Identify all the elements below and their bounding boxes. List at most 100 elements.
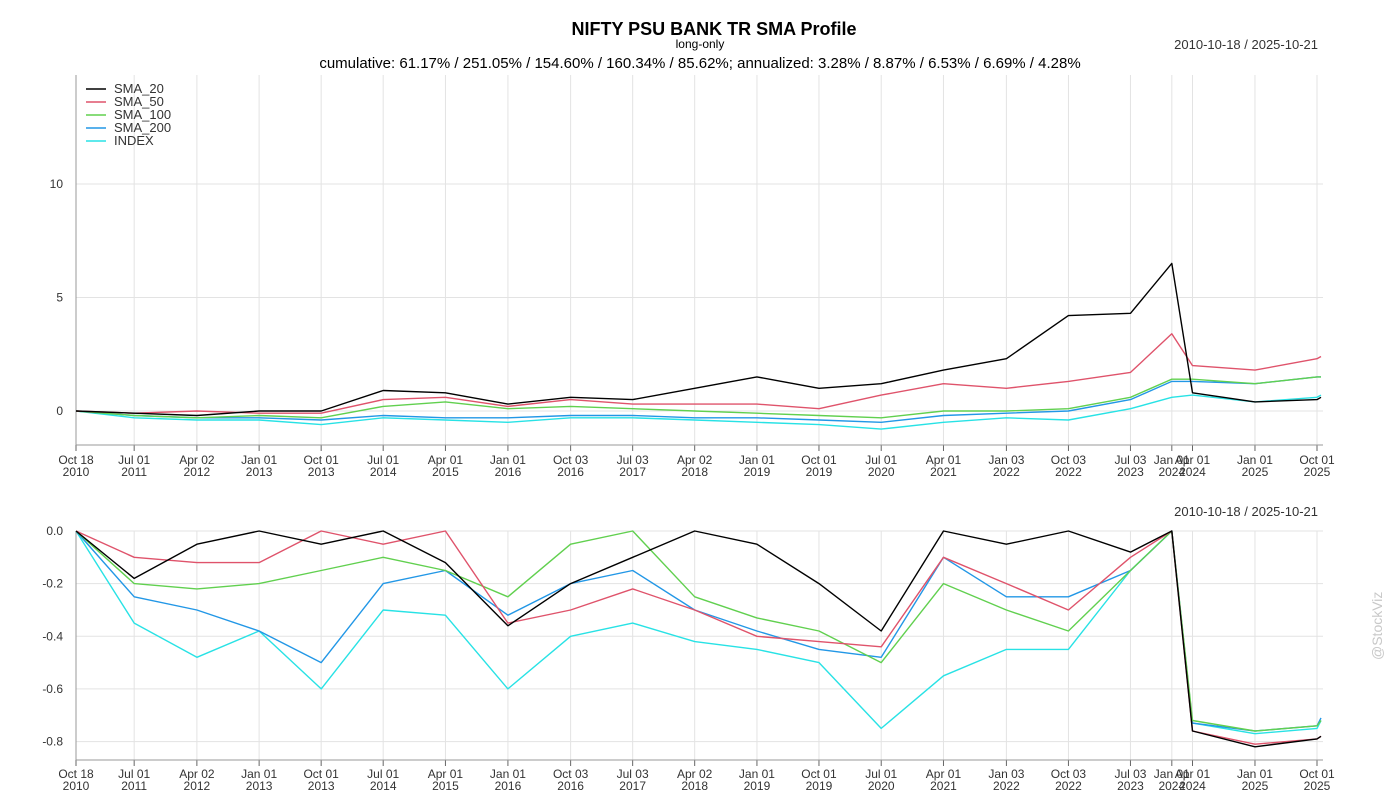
x-tick-label: Jan 01 xyxy=(1237,453,1273,467)
x-tick-year: 2025 xyxy=(1304,779,1331,793)
x-tick-label: Jul 03 xyxy=(1114,767,1146,781)
x-tick-label: Apr 01 xyxy=(428,767,464,781)
x-tick-label: Jul 01 xyxy=(367,767,399,781)
x-tick-year: 2018 xyxy=(681,465,708,479)
x-tick-year: 2016 xyxy=(495,465,522,479)
bottom-panel-date-range: 2010-10-18 / 2025-10-21 xyxy=(1174,504,1318,519)
x-tick-year: 2016 xyxy=(495,779,522,793)
x-tick-year: 2024 xyxy=(1179,465,1206,479)
y-tick-label: 10 xyxy=(50,177,64,191)
x-tick-label: Jan 01 xyxy=(1237,767,1273,781)
watermark: @StockViz xyxy=(1369,592,1385,660)
x-tick-label: Oct 01 xyxy=(1299,453,1335,467)
x-tick-label: Apr 02 xyxy=(179,453,215,467)
x-tick-label: Jan 01 xyxy=(739,453,775,467)
x-tick-label: Oct 18 xyxy=(58,767,94,781)
x-tick-year: 2023 xyxy=(1117,465,1144,479)
x-tick-year: 2021 xyxy=(930,465,957,479)
x-tick-label: Apr 01 xyxy=(1175,767,1211,781)
x-tick-year: 2011 xyxy=(121,465,147,479)
x-tick-label: Oct 01 xyxy=(801,453,837,467)
x-tick-year: 2013 xyxy=(246,465,273,479)
y-tick-label: 0 xyxy=(56,404,63,418)
x-tick-year: 2019 xyxy=(806,779,833,793)
x-tick-label: Jan 03 xyxy=(988,767,1024,781)
x-tick-label: Apr 01 xyxy=(926,767,962,781)
top-panel-date-range: 2010-10-18 / 2025-10-21 xyxy=(1174,37,1318,52)
x-tick-year: 2024 xyxy=(1158,465,1185,479)
chart-title: NIFTY PSU BANK TR SMA Profile xyxy=(571,19,856,39)
x-tick-label: Jul 01 xyxy=(865,453,897,467)
series-line-sma-20 xyxy=(75,262,1322,417)
x-tick-label: Oct 03 xyxy=(553,453,589,467)
x-tick-year: 2019 xyxy=(744,779,771,793)
x-tick-year: 2022 xyxy=(993,779,1020,793)
x-tick-label: Jul 03 xyxy=(617,453,649,467)
series-line-sma-200 xyxy=(75,376,1321,423)
legend-entry: INDEX xyxy=(114,133,154,148)
series-line-sma-50 xyxy=(75,333,1322,414)
legend-entry: SMA_50 xyxy=(114,94,164,109)
x-tick-year: 2016 xyxy=(557,779,584,793)
x-tick-label: Jul 01 xyxy=(118,453,150,467)
x-tick-year: 2022 xyxy=(1055,465,1082,479)
legend-entry: SMA_20 xyxy=(114,81,164,96)
x-tick-year: 2025 xyxy=(1242,465,1269,479)
y-tick-label: -0.6 xyxy=(42,682,63,696)
x-tick-year: 2011 xyxy=(121,779,147,793)
x-tick-year: 2020 xyxy=(868,779,895,793)
x-tick-label: Jan 01 xyxy=(490,453,526,467)
x-tick-year: 2022 xyxy=(993,465,1020,479)
x-tick-year: 2017 xyxy=(619,465,646,479)
legend-entry: SMA_100 xyxy=(114,107,171,122)
x-tick-label: Oct 03 xyxy=(1051,767,1087,781)
x-tick-year: 2025 xyxy=(1304,465,1331,479)
x-tick-label: Jan 01 xyxy=(1154,767,1190,781)
x-tick-year: 2015 xyxy=(432,779,459,793)
x-tick-label: Jan 01 xyxy=(1154,453,1190,467)
x-tick-year: 2013 xyxy=(308,465,335,479)
x-tick-label: Jan 01 xyxy=(241,767,277,781)
x-tick-year: 2025 xyxy=(1242,779,1269,793)
x-tick-label: Apr 02 xyxy=(179,767,215,781)
x-tick-year: 2021 xyxy=(930,779,957,793)
x-tick-label: Oct 01 xyxy=(1299,767,1335,781)
chart-subtitle: long-only xyxy=(676,37,725,51)
x-tick-year: 2024 xyxy=(1179,779,1206,793)
x-tick-label: Jan 01 xyxy=(490,767,526,781)
series-line-sma-20 xyxy=(75,530,1322,748)
x-tick-year: 2018 xyxy=(681,779,708,793)
x-tick-label: Jan 01 xyxy=(739,767,775,781)
y-tick-label: 0.0 xyxy=(46,524,63,538)
x-tick-year: 2017 xyxy=(619,779,646,793)
x-tick-label: Oct 18 xyxy=(58,453,94,467)
x-tick-year: 2014 xyxy=(370,465,397,479)
y-tick-label: -0.4 xyxy=(42,629,63,643)
y-tick-label: -0.2 xyxy=(42,577,63,591)
x-tick-year: 2015 xyxy=(432,465,459,479)
x-tick-label: Apr 02 xyxy=(677,453,713,467)
x-tick-year: 2010 xyxy=(63,465,90,479)
x-tick-label: Apr 01 xyxy=(428,453,464,467)
x-tick-year: 2022 xyxy=(1055,779,1082,793)
x-tick-label: Oct 03 xyxy=(553,767,589,781)
x-tick-label: Jan 03 xyxy=(988,453,1024,467)
x-tick-year: 2024 xyxy=(1158,779,1185,793)
performance-summary: cumulative: 61.17% / 251.05% / 154.60% /… xyxy=(319,55,1080,72)
x-tick-label: Oct 01 xyxy=(303,767,339,781)
x-tick-year: 2013 xyxy=(308,779,335,793)
x-tick-label: Jul 01 xyxy=(367,453,399,467)
x-tick-year: 2023 xyxy=(1117,779,1144,793)
x-tick-year: 2014 xyxy=(370,779,397,793)
y-tick-label: -0.8 xyxy=(42,735,63,749)
x-tick-year: 2020 xyxy=(868,465,895,479)
x-tick-year: 2010 xyxy=(63,779,90,793)
series-line-sma-50 xyxy=(75,530,1322,745)
x-tick-label: Jan 01 xyxy=(241,453,277,467)
x-tick-label: Apr 01 xyxy=(926,453,962,467)
x-tick-year: 2012 xyxy=(184,779,211,793)
x-tick-label: Oct 01 xyxy=(303,453,339,467)
